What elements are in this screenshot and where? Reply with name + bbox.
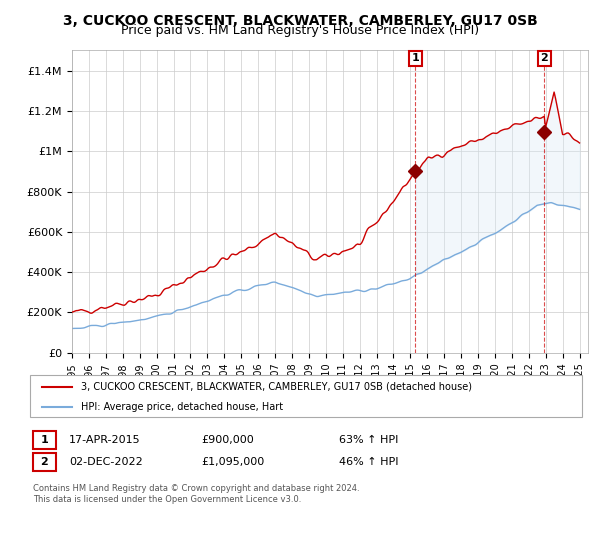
- Text: 17-APR-2015: 17-APR-2015: [69, 435, 140, 445]
- Text: 3, CUCKOO CRESCENT, BLACKWATER, CAMBERLEY, GU17 0SB (detached house): 3, CUCKOO CRESCENT, BLACKWATER, CAMBERLE…: [81, 382, 472, 392]
- Text: 46% ↑ HPI: 46% ↑ HPI: [339, 457, 398, 467]
- Text: 2: 2: [541, 53, 548, 63]
- Text: 2: 2: [41, 457, 48, 467]
- Text: 1: 1: [412, 53, 419, 63]
- Text: 02-DEC-2022: 02-DEC-2022: [69, 457, 143, 467]
- Text: 1: 1: [41, 435, 48, 445]
- Text: Contains HM Land Registry data © Crown copyright and database right 2024.
This d: Contains HM Land Registry data © Crown c…: [33, 484, 359, 504]
- Text: HPI: Average price, detached house, Hart: HPI: Average price, detached house, Hart: [81, 402, 283, 412]
- Text: 63% ↑ HPI: 63% ↑ HPI: [339, 435, 398, 445]
- Text: Price paid vs. HM Land Registry's House Price Index (HPI): Price paid vs. HM Land Registry's House …: [121, 24, 479, 36]
- Text: £900,000: £900,000: [201, 435, 254, 445]
- Text: 3, CUCKOO CRESCENT, BLACKWATER, CAMBERLEY, GU17 0SB: 3, CUCKOO CRESCENT, BLACKWATER, CAMBERLE…: [62, 14, 538, 28]
- Text: £1,095,000: £1,095,000: [201, 457, 264, 467]
